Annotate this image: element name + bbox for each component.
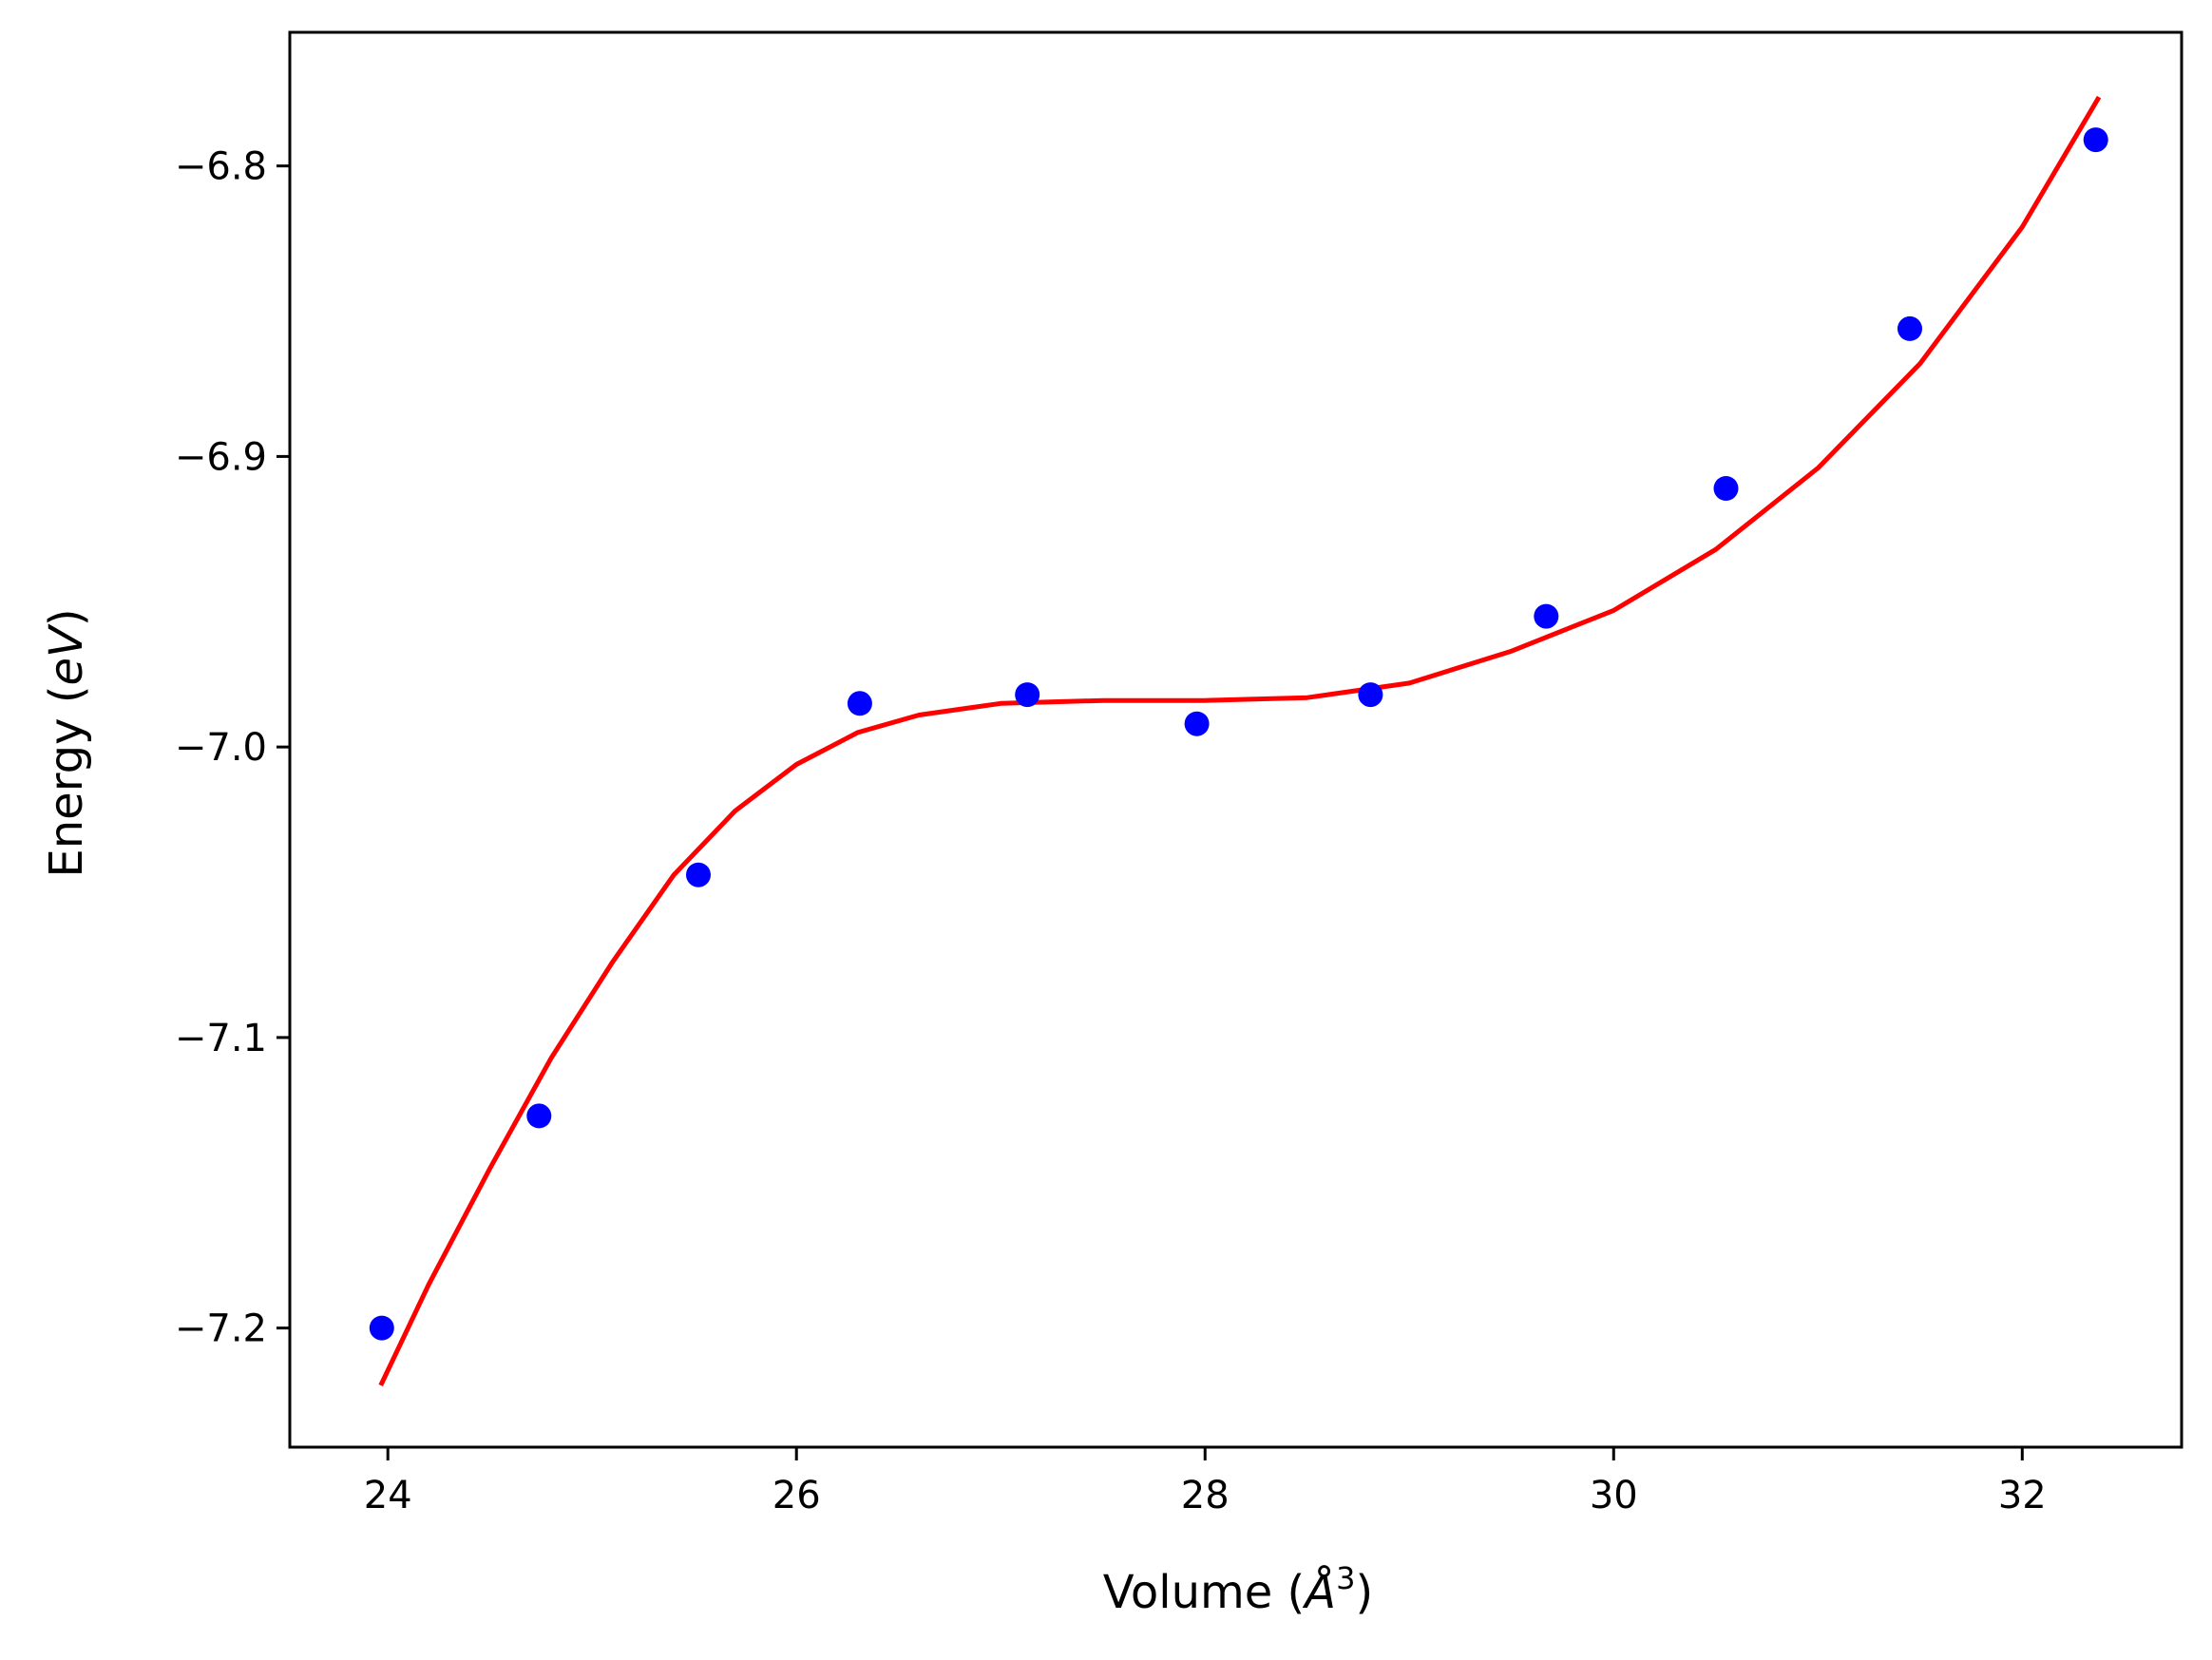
x-tick-label: 24: [364, 1474, 412, 1517]
y-axis-label-prefix: Energy (: [40, 686, 93, 878]
y-tick-label: −7.2: [175, 1307, 267, 1351]
data-point: [526, 1103, 552, 1129]
data-point: [1184, 711, 1210, 736]
data-point: [1897, 315, 1922, 341]
data-point: [2083, 127, 2108, 153]
x-tick-label: 28: [1181, 1474, 1230, 1517]
x-tick-label: 30: [1590, 1474, 1638, 1517]
y-tick-label: −7.0: [175, 726, 267, 770]
plot-frame: [288, 30, 2183, 1449]
y-axis-label-suffix: ): [40, 608, 93, 626]
data-point: [1713, 476, 1739, 501]
y-axis-label-unit: eV: [40, 623, 93, 686]
x-axis-label-suffix: ): [1355, 1566, 1373, 1619]
data-point: [1015, 682, 1040, 708]
y-tick-label: −6.9: [175, 435, 267, 479]
data-point: [369, 1315, 394, 1341]
y-tick-label: −7.1: [175, 1017, 267, 1060]
data-point: [686, 862, 711, 887]
x-tick-label: 26: [772, 1474, 821, 1517]
x-axis-label-unit: Å: [1302, 1565, 1336, 1619]
data-point: [847, 691, 872, 716]
x-tick-label: 32: [1998, 1474, 2047, 1517]
tick-layer: 24 26 28 30 32 −7.2 −7.1 −7.0 −6.9 −6.8: [175, 145, 2047, 1517]
y-tick-label: −6.8: [175, 145, 267, 189]
data-point: [1358, 682, 1383, 708]
fit-curve: [378, 95, 2102, 1387]
x-axis-label-exponent: 3: [1336, 1560, 1355, 1596]
data-layer: [369, 95, 2108, 1387]
x-axis-label-prefix: Volume (: [1103, 1566, 1306, 1619]
x-axis-label: Volume (Å3): [1103, 1560, 1373, 1619]
y-axis-label: Energy (eV): [40, 608, 93, 877]
data-point: [1534, 603, 1559, 629]
